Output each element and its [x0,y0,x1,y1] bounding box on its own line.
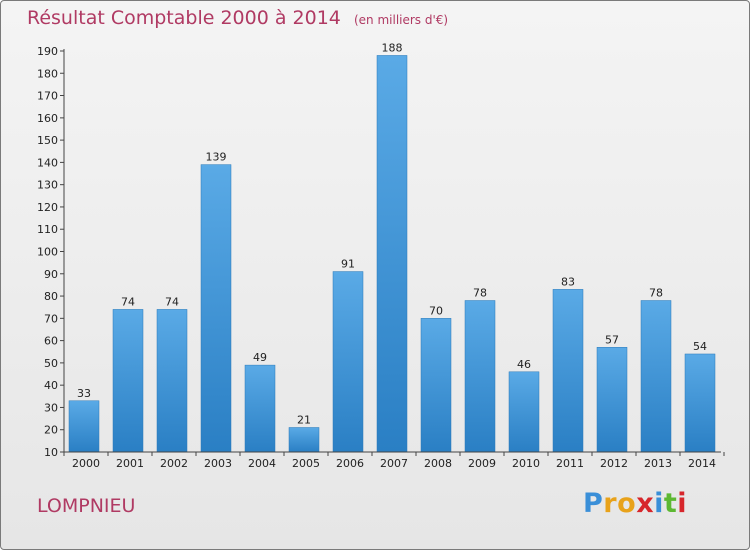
bar[interactable] [552,289,584,453]
x-tick-label: 2011 [556,457,584,470]
x-axis: 2000 2001 2002 2003 2004 2005 2006 2007 2008 2009… [63,451,725,470]
bar-value-label: 46 [517,358,531,371]
proxiti-logo[interactable]: Proxiti [583,488,687,519]
y-tick-label: 40 [44,379,58,392]
x-tick-label: 2003 [204,457,232,470]
bar-value-label: 78 [649,287,663,300]
bar[interactable] [684,353,716,453]
x-tick-label: 2013 [644,457,672,470]
bar[interactable] [112,309,144,453]
bar-value-label: 57 [605,333,619,346]
bar[interactable] [464,300,496,453]
logo-letter: o [617,488,637,519]
chart-title: Résultat Comptable 2000 à 2014 (en milli… [27,7,448,29]
bar-value-label: 139 [206,151,227,164]
bar-value-label: 74 [121,295,135,308]
bar-value-label: 54 [693,340,707,353]
y-tick-label: 20 [44,424,58,437]
y-axis: 10 20 30 40 50 60 70 80 90 100 110 120 130 140 150 160 1… [37,45,65,459]
bar-value-label: 49 [253,351,267,364]
y-tick-label: 130 [37,179,58,192]
logo-letter: r [603,488,618,519]
logo-letter: i [677,488,688,519]
y-tick-label: 160 [37,112,58,125]
bar[interactable] [420,318,452,453]
logo-letter: x [636,488,655,519]
y-tick-label: 140 [37,156,58,169]
bar-value-label: 188 [382,41,403,54]
y-tick-label: 120 [37,201,58,214]
bars: 33 74 74 139 49 21 91 188 70 78 46 83 57 78 54 [68,41,716,453]
x-tick-label: 2004 [248,457,276,470]
title-main: Résultat Comptable 2000 à 2014 [27,7,341,29]
bar[interactable] [596,347,628,453]
bar[interactable] [288,427,320,453]
bar-value-label: 21 [297,413,311,426]
bar[interactable] [156,309,188,453]
bar[interactable] [508,371,540,453]
x-tick-label: 2009 [468,457,496,470]
bar-value-label: 74 [165,295,179,308]
logo-letter: P [583,488,604,519]
y-tick-label: 190 [37,45,58,58]
logo-letter: i [654,488,664,519]
x-tick-label: 2012 [600,457,628,470]
y-tick-label: 50 [44,357,58,370]
y-tick-label: 10 [44,446,58,459]
x-tick-label: 2007 [380,457,408,470]
commune-name: LOMPNIEU [37,495,136,517]
y-tick-label: 150 [37,134,58,147]
x-tick-label: 2010 [512,457,540,470]
bar[interactable] [332,271,364,453]
title-unit: (en milliers d'€) [353,13,449,27]
x-tick-label: 2005 [292,457,320,470]
bar[interactable] [68,400,100,453]
x-tick-label: 2000 [72,457,100,470]
y-tick-label: 30 [44,401,58,414]
y-tick-label: 110 [37,223,58,236]
x-tick-label: 2002 [160,457,188,470]
x-tick-label: 2008 [424,457,452,470]
y-tick-label: 100 [37,246,58,259]
bar[interactable] [244,364,276,453]
bar-value-label: 70 [429,304,443,317]
bar[interactable] [640,300,672,453]
y-tick-label: 170 [37,90,58,103]
x-tick-label: 2006 [336,457,364,470]
bar[interactable] [376,55,408,453]
bar-value-label: 33 [77,387,91,400]
y-tick-label: 90 [44,268,58,281]
y-tick-label: 60 [44,335,58,348]
y-tick-label: 70 [44,312,58,325]
y-tick-label: 80 [44,290,58,303]
bar-value-label: 91 [341,258,355,271]
x-tick-label: 2001 [116,457,144,470]
bar-value-label: 78 [473,287,487,300]
y-tick-label: 180 [37,67,58,80]
x-tick-label: 2014 [688,457,716,470]
bar-value-label: 83 [561,275,575,288]
bar[interactable] [200,164,232,453]
logo-letter: t [663,488,678,519]
